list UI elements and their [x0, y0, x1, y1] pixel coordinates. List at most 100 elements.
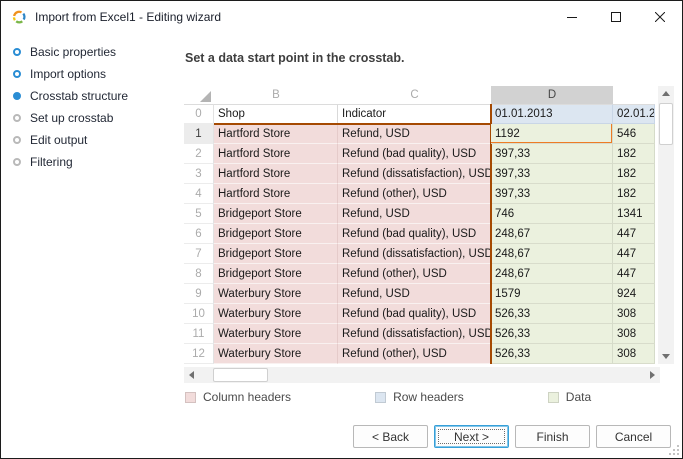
- wizard-button[interactable]: < Back: [353, 425, 428, 448]
- value-cell[interactable]: 308: [613, 344, 655, 364]
- scroll-right-icon[interactable]: [645, 367, 660, 383]
- scroll-left-icon[interactable]: [184, 367, 199, 383]
- value-cell[interactable]: 526,33: [491, 344, 613, 364]
- wizard-button[interactable]: Finish: [515, 425, 590, 448]
- indicator-cell[interactable]: Refund (dissatisfaction), USD: [338, 164, 491, 184]
- value-cell[interactable]: 182: [613, 164, 655, 184]
- data-start-vertical-boundary: [490, 104, 492, 364]
- shop-cell[interactable]: Hartford Store: [214, 184, 338, 204]
- value-cell[interactable]: 308: [613, 324, 655, 344]
- indicator-cell[interactable]: Refund (bad quality), USD: [338, 144, 491, 164]
- indicator-cell[interactable]: Refund (bad quality), USD: [338, 304, 491, 324]
- indicator-cell[interactable]: Refund (dissatisfaction), USD: [338, 244, 491, 264]
- indicator-cell[interactable]: Refund (dissatisfaction), USD: [338, 324, 491, 344]
- row-number[interactable]: 1: [184, 124, 214, 144]
- row-number[interactable]: 10: [184, 304, 214, 324]
- column-letter[interactable]: D: [491, 86, 613, 104]
- wizard-step[interactable]: Edit output: [1, 129, 183, 151]
- column-letter[interactable]: B: [272, 89, 280, 101]
- value-cell[interactable]: 447: [613, 244, 655, 264]
- row-number[interactable]: 5: [184, 204, 214, 224]
- indicator-cell[interactable]: Refund (bad quality), USD: [338, 224, 491, 244]
- shop-cell[interactable]: Bridgeport Store: [214, 264, 338, 284]
- value-cell[interactable]: 546: [613, 124, 655, 144]
- table-row: 6 Bridgeport Store Refund (bad quality),…: [184, 224, 655, 244]
- close-icon[interactable]: [638, 1, 682, 32]
- row-number[interactable]: 7: [184, 244, 214, 264]
- shop-cell[interactable]: Bridgeport Store: [214, 204, 338, 224]
- row-number[interactable]: 8: [184, 264, 214, 284]
- row-number[interactable]: 12: [184, 344, 214, 364]
- row-number[interactable]: 2: [184, 144, 214, 164]
- row-number[interactable]: 3: [184, 164, 214, 184]
- row-number[interactable]: 6: [184, 224, 214, 244]
- minimize-icon[interactable]: [550, 1, 594, 32]
- indicator-cell[interactable]: Refund, USD: [338, 124, 491, 144]
- resize-grip[interactable]: [668, 444, 680, 456]
- shop-cell[interactable]: Waterbury Store: [214, 344, 338, 364]
- wizard-step[interactable]: Set up crosstab: [1, 107, 183, 129]
- scroll-up-icon[interactable]: [658, 86, 674, 101]
- indicator-cell[interactable]: Refund, USD: [338, 284, 491, 304]
- value-cell[interactable]: 308: [613, 304, 655, 324]
- row-number[interactable]: 0: [184, 104, 214, 124]
- value-cell[interactable]: 447: [613, 264, 655, 284]
- row-number[interactable]: 9: [184, 284, 214, 304]
- value-cell[interactable]: 182: [613, 144, 655, 164]
- header-cell[interactable]: 02.01.2013: [613, 104, 655, 124]
- page-title: Set a data start point in the crosstab.: [185, 51, 405, 65]
- wizard-step[interactable]: Import options: [1, 63, 183, 85]
- value-cell[interactable]: 526,33: [491, 324, 613, 344]
- legend-item: Data: [547, 390, 591, 404]
- wizard-button[interactable]: Next >: [434, 425, 509, 448]
- indicator-cell[interactable]: Refund, USD: [338, 204, 491, 224]
- shop-cell[interactable]: Bridgeport Store: [214, 224, 338, 244]
- shop-cell[interactable]: Bridgeport Store: [214, 244, 338, 264]
- header-cell[interactable]: Indicator: [338, 104, 491, 124]
- shop-cell[interactable]: Waterbury Store: [214, 324, 338, 344]
- maximize-icon[interactable]: [594, 1, 638, 32]
- row-number[interactable]: 11: [184, 324, 214, 344]
- select-all-corner[interactable]: [184, 86, 214, 104]
- value-cell[interactable]: 248,67: [491, 264, 613, 284]
- indicator-cell[interactable]: Refund (other), USD: [338, 344, 491, 364]
- wizard-step[interactable]: Crosstab structure: [1, 85, 183, 107]
- wizard-step[interactable]: Filtering: [1, 151, 183, 173]
- shop-cell[interactable]: Hartford Store: [214, 124, 338, 144]
- value-cell[interactable]: 182: [613, 184, 655, 204]
- shop-cell[interactable]: Hartford Store: [214, 144, 338, 164]
- value-cell[interactable]: 526,33: [491, 304, 613, 324]
- horizontal-scrollbar[interactable]: [184, 367, 660, 383]
- vertical-scrollbar-thumb[interactable]: [659, 103, 673, 145]
- shop-cell[interactable]: Waterbury Store: [214, 304, 338, 324]
- corner-triangle-icon: [200, 91, 211, 102]
- value-cell[interactable]: 248,67: [491, 224, 613, 244]
- step-bullet-icon: [13, 158, 21, 166]
- table-row: 12 Waterbury Store Refund (other), USD 5…: [184, 344, 655, 364]
- value-cell[interactable]: 924: [613, 284, 655, 304]
- shop-cell[interactable]: Waterbury Store: [214, 284, 338, 304]
- header-cell[interactable]: Shop: [214, 104, 338, 124]
- value-cell[interactable]: 248,67: [491, 244, 613, 264]
- value-cell[interactable]: 447: [613, 224, 655, 244]
- value-cell[interactable]: 397,33: [491, 184, 613, 204]
- indicator-cell[interactable]: Refund (other), USD: [338, 184, 491, 204]
- value-cell[interactable]: 746: [491, 204, 613, 224]
- horizontal-scrollbar-thumb[interactable]: [213, 368, 268, 382]
- wizard-button[interactable]: Cancel: [596, 425, 671, 448]
- value-cell[interactable]: 397,33: [491, 164, 613, 184]
- value-cell[interactable]: 1192: [491, 124, 613, 144]
- header-cell[interactable]: 01.01.2013: [491, 104, 613, 124]
- column-letter[interactable]: [613, 86, 655, 104]
- value-cell[interactable]: 397,33: [491, 144, 613, 164]
- shop-cell[interactable]: Hartford Store: [214, 164, 338, 184]
- vertical-scrollbar[interactable]: [658, 86, 674, 364]
- wizard-step[interactable]: Basic properties: [1, 41, 183, 63]
- value-cell[interactable]: 1579: [491, 284, 613, 304]
- indicator-cell[interactable]: Refund (other), USD: [338, 264, 491, 284]
- column-letter[interactable]: C: [410, 89, 419, 101]
- row-number[interactable]: 4: [184, 184, 214, 204]
- value-cell[interactable]: 1341: [613, 204, 655, 224]
- column-letters-row: B C D: [184, 86, 655, 104]
- scroll-down-icon[interactable]: [658, 349, 674, 364]
